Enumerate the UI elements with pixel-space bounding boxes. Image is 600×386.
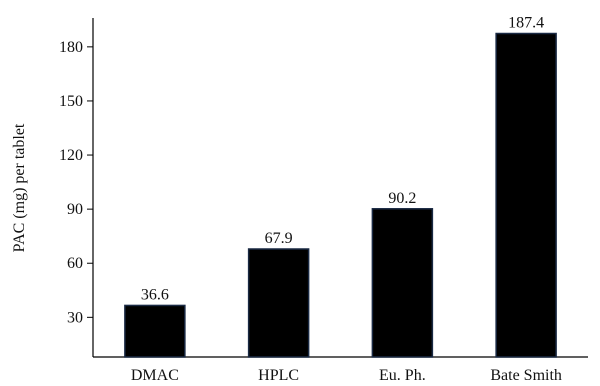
y-axis-title: PAC (mg) per tablet — [11, 123, 28, 252]
y-tick-label: 150 — [59, 93, 83, 110]
x-category-label: DMAC — [131, 367, 179, 384]
y-tick-label: 120 — [59, 147, 83, 164]
bar — [495, 32, 557, 358]
y-tick-label: 60 — [67, 255, 83, 272]
category-labels: DMAC HPLC Eu. Ph. Bate Smith — [131, 367, 562, 384]
bar — [124, 304, 186, 358]
bar — [247, 248, 310, 358]
y-tick-label: 90 — [67, 201, 83, 218]
bar-value-label: 36.6 — [141, 286, 169, 303]
bar-value-label: 90.2 — [388, 190, 416, 207]
bar-value-label: 67.9 — [265, 230, 293, 247]
value-labels: 36.6 67.9 90.2 187.4 — [141, 15, 544, 304]
x-category-label: HPLC — [258, 367, 299, 384]
y-tick-label: 180 — [59, 39, 83, 56]
bar-value-label: 187.4 — [508, 15, 544, 32]
x-category-label: Bate Smith — [490, 367, 562, 384]
y-tick-label: 30 — [67, 309, 83, 326]
bars — [124, 32, 557, 358]
y-ticks: 30 60 90 120 150 180 — [59, 39, 93, 326]
x-category-label: Eu. Ph. — [379, 367, 426, 384]
bar — [371, 208, 434, 358]
